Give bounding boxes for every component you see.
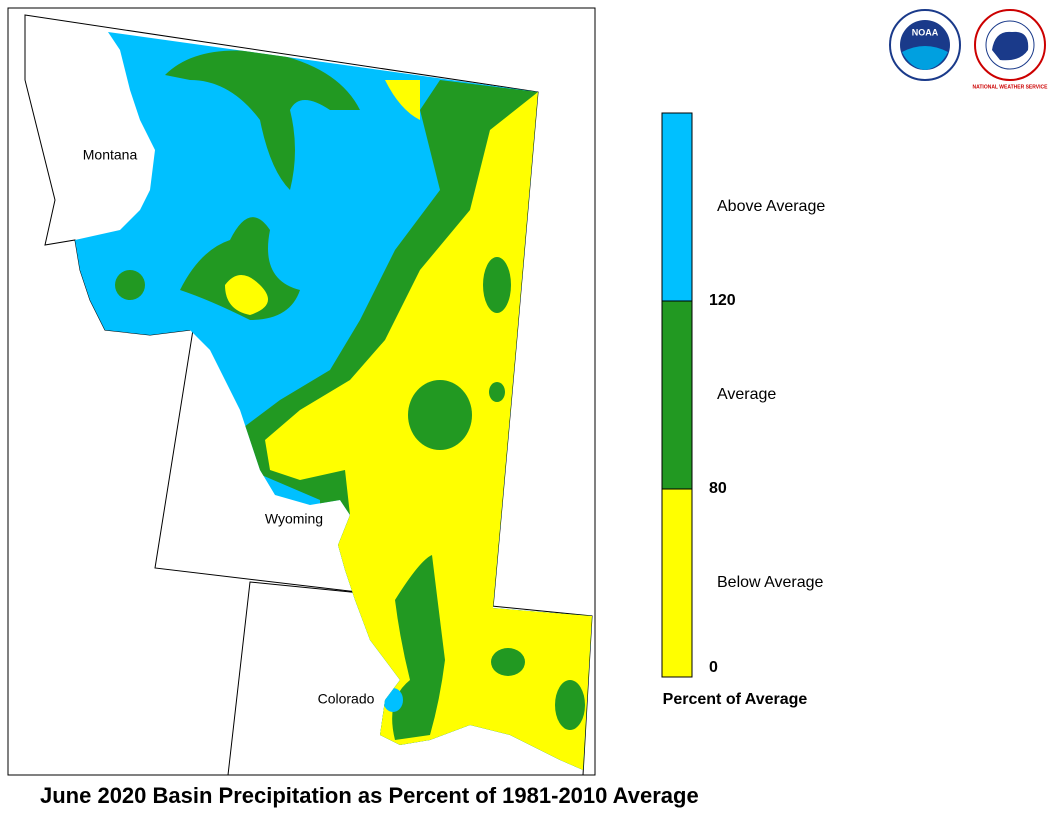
legend-label: Below Average (717, 574, 824, 591)
average-area (180, 217, 300, 320)
nws-logo: NATIONAL WEATHER SERVICE (973, 9, 1049, 90)
logo-text: NOAA (912, 27, 939, 37)
average-area (483, 257, 511, 313)
average-area (489, 382, 505, 402)
below-average-area (225, 275, 268, 315)
average-area (392, 555, 445, 740)
average-area (555, 680, 585, 730)
below-average-area (385, 80, 420, 120)
legend-break: 120 (709, 292, 736, 309)
legend-swatch (661, 112, 693, 302)
state-label: Colorado (318, 691, 375, 707)
average-area (491, 648, 525, 676)
logo-text: NATIONAL WEATHER SERVICE (973, 84, 1049, 90)
state-label: Wyoming (265, 511, 323, 527)
legend-title: Percent of Average (663, 691, 808, 708)
legend-swatch (661, 488, 693, 678)
legend-break: 80 (709, 480, 727, 497)
state-label: Montana (83, 147, 138, 163)
legend: Above Average Average Below Average 120 80 0 (661, 112, 825, 678)
legend-break: 0 (709, 659, 718, 676)
map-title: June 2020 Basin Precipitation as Percent… (40, 783, 699, 808)
average-area (408, 380, 472, 450)
average-area (165, 50, 360, 190)
legend-label: Above Average (717, 198, 825, 215)
noaa-logo: NOAA (889, 9, 961, 81)
legend-swatch (661, 300, 693, 490)
legend-label: Average (717, 386, 776, 403)
average-area (115, 270, 145, 300)
